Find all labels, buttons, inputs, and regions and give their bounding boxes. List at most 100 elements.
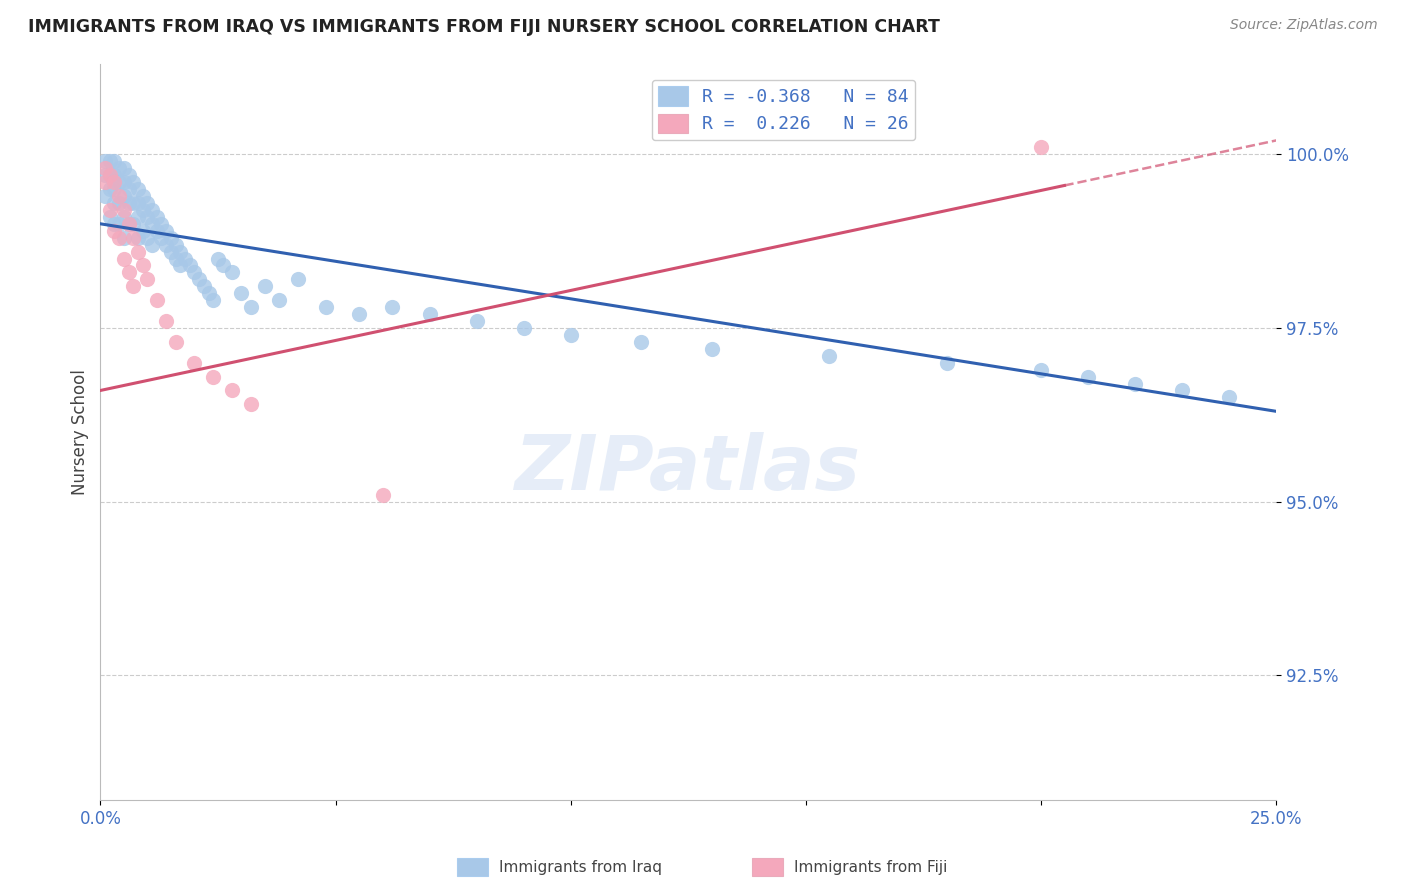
Point: [169, 244, 191, 259]
Point: [127, 182, 149, 196]
Point: [155, 314, 177, 328]
Point: [211, 259, 233, 273]
Point: [94, 161, 117, 176]
Point: [160, 244, 183, 259]
Point: [108, 175, 131, 189]
Point: [207, 252, 229, 266]
Point: [174, 252, 197, 266]
Text: Source: ZipAtlas.com: Source: ZipAtlas.com: [1230, 18, 1378, 32]
Point: [141, 202, 163, 217]
Point: [1123, 376, 1146, 391]
Point: [94, 154, 117, 169]
Point: [108, 189, 131, 203]
Text: IMMIGRANTS FROM IRAQ VS IMMIGRANTS FROM FIJI NURSERY SCHOOL CORRELATION CHART: IMMIGRANTS FROM IRAQ VS IMMIGRANTS FROM …: [28, 18, 941, 36]
Point: [183, 265, 205, 279]
Point: [112, 210, 135, 224]
Point: [94, 168, 117, 182]
Point: [103, 182, 125, 196]
Point: [512, 321, 534, 335]
Point: [103, 224, 125, 238]
Point: [122, 175, 145, 189]
Point: [98, 154, 121, 169]
Point: [141, 217, 163, 231]
Point: [197, 286, 219, 301]
Point: [221, 265, 243, 279]
Point: [112, 189, 135, 203]
Point: [179, 259, 201, 273]
Point: [98, 168, 121, 182]
Point: [381, 300, 404, 314]
Point: [122, 230, 145, 244]
Point: [112, 252, 135, 266]
Point: [935, 356, 957, 370]
Point: [136, 230, 159, 244]
Point: [700, 342, 723, 356]
Point: [253, 279, 276, 293]
Point: [1077, 369, 1099, 384]
Point: [155, 224, 177, 238]
Point: [131, 189, 153, 203]
Point: [127, 210, 149, 224]
Point: [221, 384, 243, 398]
Point: [160, 230, 183, 244]
Point: [818, 349, 841, 363]
Point: [231, 286, 253, 301]
Point: [108, 217, 131, 231]
Text: Immigrants from Fiji: Immigrants from Fiji: [794, 861, 948, 875]
Point: [131, 224, 153, 238]
Point: [112, 161, 135, 176]
Y-axis label: Nursery School: Nursery School: [72, 369, 89, 495]
Point: [287, 272, 309, 286]
Point: [1029, 362, 1052, 376]
Point: [141, 237, 163, 252]
Point: [146, 210, 169, 224]
Point: [112, 175, 135, 189]
Point: [117, 265, 139, 279]
Point: [239, 300, 262, 314]
Point: [98, 182, 121, 196]
Point: [103, 217, 125, 231]
Point: [122, 196, 145, 211]
Point: [146, 224, 169, 238]
Point: [371, 488, 394, 502]
Point: [155, 237, 177, 252]
Point: [117, 196, 139, 211]
Point: [347, 307, 370, 321]
Point: [112, 230, 135, 244]
Point: [136, 196, 159, 211]
Point: [98, 202, 121, 217]
Point: [165, 237, 187, 252]
Point: [146, 293, 169, 308]
Point: [108, 230, 131, 244]
Point: [127, 230, 149, 244]
Point: [267, 293, 290, 308]
Point: [94, 175, 117, 189]
Point: [150, 217, 173, 231]
Point: [202, 293, 225, 308]
Point: [630, 334, 652, 349]
Point: [94, 189, 117, 203]
Text: ZIPatlas: ZIPatlas: [515, 432, 862, 506]
Point: [136, 210, 159, 224]
Point: [122, 279, 145, 293]
Point: [127, 196, 149, 211]
Point: [239, 397, 262, 411]
Point: [136, 272, 159, 286]
Point: [117, 182, 139, 196]
Point: [165, 334, 187, 349]
Point: [103, 196, 125, 211]
Point: [127, 244, 149, 259]
Point: [150, 230, 173, 244]
Text: Immigrants from Iraq: Immigrants from Iraq: [499, 861, 662, 875]
Point: [117, 217, 139, 231]
Point: [560, 327, 582, 342]
Point: [183, 356, 205, 370]
Point: [98, 210, 121, 224]
Point: [1218, 391, 1240, 405]
Point: [315, 300, 337, 314]
Point: [169, 259, 191, 273]
Point: [117, 217, 139, 231]
Point: [103, 175, 125, 189]
Legend: R = -0.368   N = 84, R =  0.226   N = 26: R = -0.368 N = 84, R = 0.226 N = 26: [652, 79, 915, 140]
Point: [202, 369, 225, 384]
